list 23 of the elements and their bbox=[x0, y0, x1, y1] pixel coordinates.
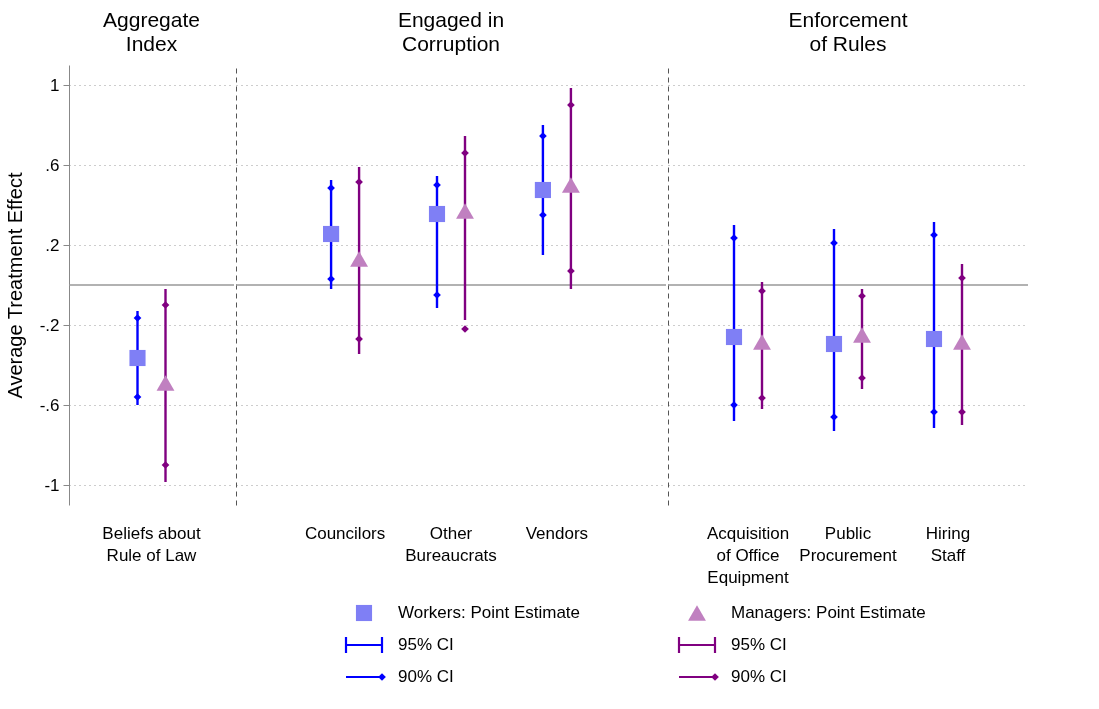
y-tick-label: .6 bbox=[45, 155, 60, 175]
x-tick-label: Hiring Staff bbox=[925, 523, 971, 565]
y-tick-label: -.6 bbox=[39, 395, 60, 415]
legend-label: Managers: Point Estimate bbox=[731, 603, 926, 622]
chart-title: Aggregate Index bbox=[103, 8, 200, 55]
x-tick-label: Vendors bbox=[525, 523, 589, 543]
legend-label: 95% CI bbox=[398, 635, 454, 654]
y-tick-label: -.2 bbox=[39, 315, 60, 335]
legend-label: 90% CI bbox=[731, 667, 787, 686]
legend-label: 95% CI bbox=[731, 635, 787, 654]
y-axis-title: Average Treatment Effect bbox=[3, 172, 26, 399]
y-tick-label: -1 bbox=[44, 475, 60, 495]
x-tick-label: Acquisition of Office Equipment bbox=[706, 523, 790, 587]
chart-title: Engaged in Corruption bbox=[397, 8, 505, 55]
legend-label: Workers: Point Estimate bbox=[398, 603, 581, 622]
x-tick-label: Other Bureaucrats bbox=[405, 523, 497, 565]
y-tick-label: .2 bbox=[45, 235, 60, 255]
x-tick-label: Beliefs about Rule of Law bbox=[102, 523, 201, 565]
x-tick-label: Councilors bbox=[304, 523, 386, 543]
legend-label: 90% CI bbox=[398, 667, 454, 686]
chart-title: Enforcement of Rules bbox=[788, 8, 908, 55]
x-tick-label: Public Procurement bbox=[799, 523, 897, 565]
y-tick-label: 1 bbox=[50, 75, 60, 95]
